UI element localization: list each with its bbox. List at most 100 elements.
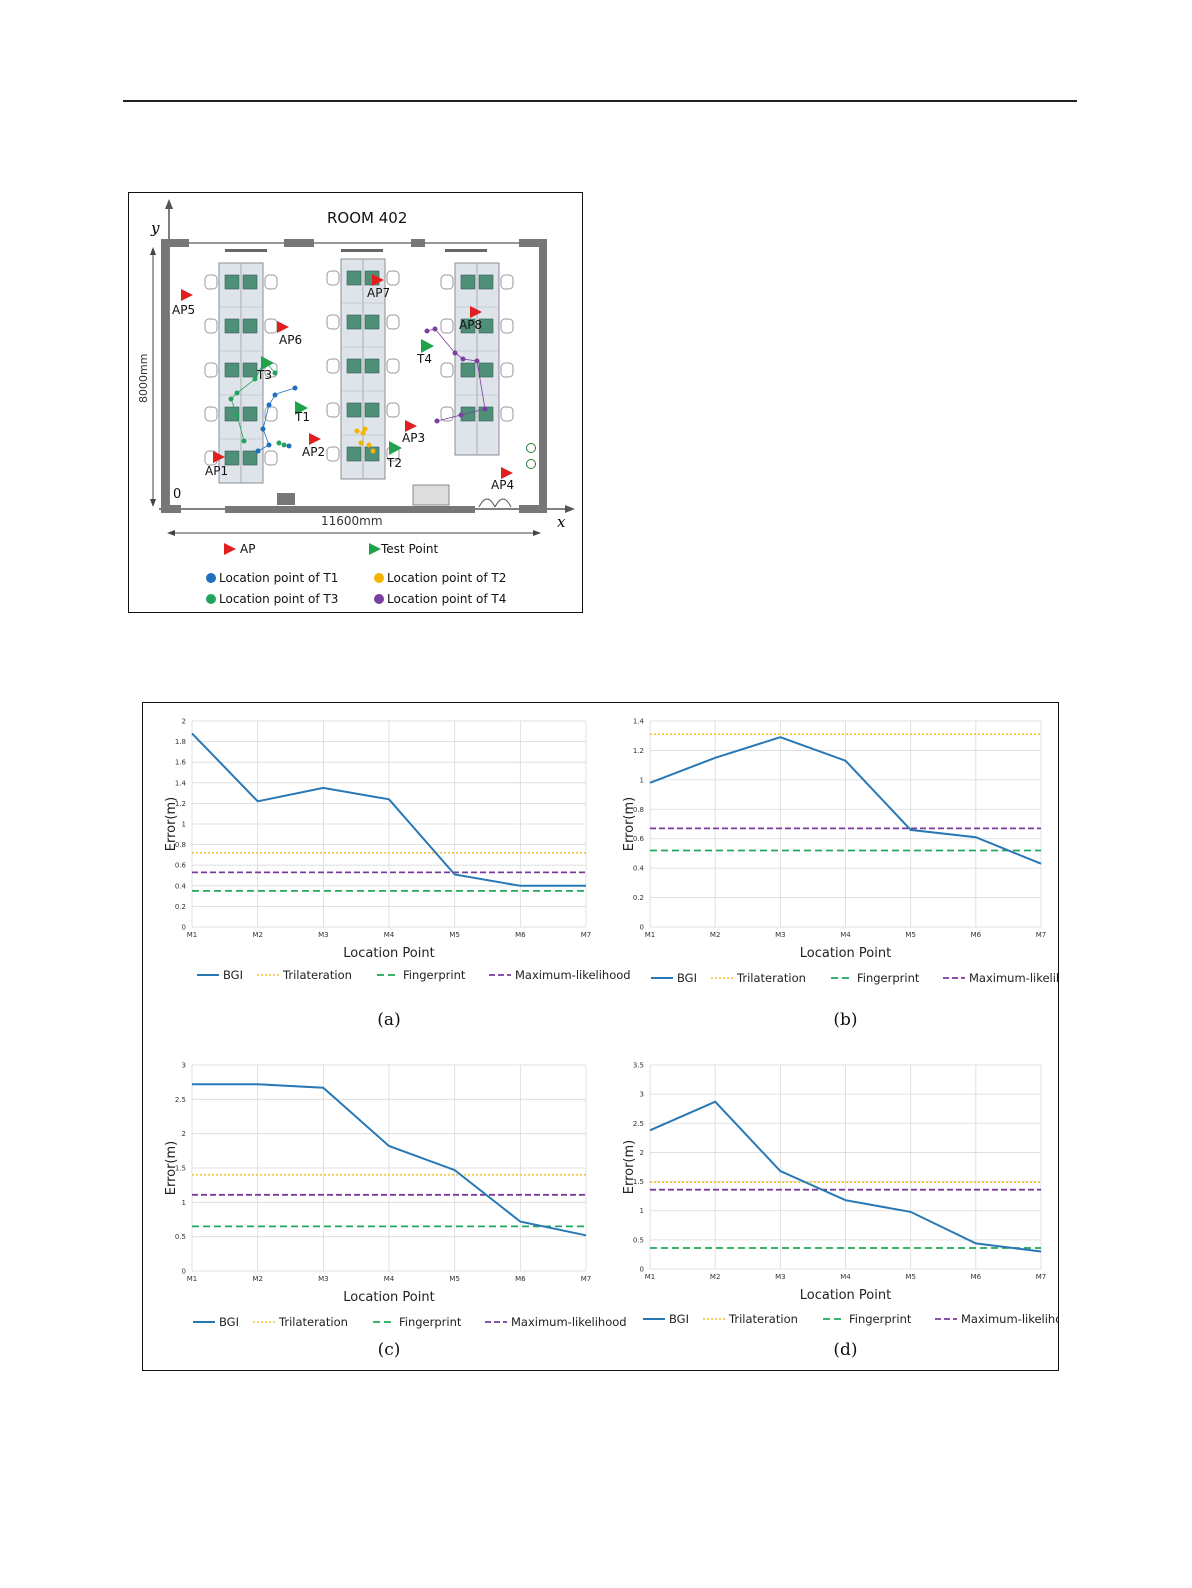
t1-legend-dot — [206, 573, 216, 583]
legend-label-bgi: BGI — [219, 1315, 239, 1329]
x-tick-label: M2 — [252, 1275, 263, 1283]
y-tick-label: 0.5 — [633, 1236, 644, 1244]
monitor — [460, 318, 476, 334]
x-tick-label: M1 — [187, 1275, 198, 1283]
chair — [326, 402, 340, 418]
x-tick-label: M3 — [775, 1273, 786, 1281]
x-tick-label: M5 — [449, 931, 460, 939]
y-axis-title: Error(m) — [164, 797, 179, 852]
legend-label-ml: Maximum-likelihood — [511, 1315, 627, 1329]
chart-legend: BGI Trilateration Fingerprint Maximum-likel… — [651, 971, 1085, 985]
x-tick-label: M6 — [971, 931, 982, 939]
legend-label-fp: Fingerprint — [403, 968, 466, 982]
x-tick-label: M6 — [515, 931, 526, 939]
series-line-bgi — [191, 732, 586, 887]
x-axis-title: Location Point — [800, 946, 891, 961]
series-line-bgi — [192, 1083, 587, 1237]
monitor — [346, 402, 362, 418]
monitor — [346, 270, 362, 286]
ap-label: AP5 — [172, 303, 195, 317]
chart-caption: (a) — [377, 1010, 400, 1030]
desk-rows — [204, 258, 514, 484]
y-axis-arrow — [165, 199, 173, 209]
width-dimension-label: 11600mm — [321, 514, 383, 528]
ap-label: AP4 — [491, 478, 514, 492]
legend-label-fp: Fingerprint — [849, 1312, 912, 1326]
series-line-bgi — [649, 736, 1042, 865]
monitor — [364, 402, 380, 418]
chair — [500, 274, 514, 290]
test-point-label: T3 — [256, 368, 272, 382]
monitor — [478, 274, 494, 290]
chart-panel: 0 0.2 0.4 0.6 0.8 1 1.2 1.4 M1 M2 M3 M4 M5 M6 M7 Error(… — [622, 718, 1085, 1031]
y-tick-label: 2 — [182, 718, 186, 726]
y-axis-label: y — [150, 219, 160, 237]
monitor — [346, 314, 362, 330]
chair — [386, 270, 400, 286]
y-axis-title: Error(m) — [622, 1140, 637, 1195]
chart-panel: 0 0.5 1 1.5 2 2.5 3 M1 M2 M3 M4 M5 M6 M7 Error(m) Locat… — [164, 1062, 627, 1361]
y-tick-label: 3.5 — [633, 1062, 644, 1070]
series-line-bgi — [649, 1100, 1042, 1253]
chart-panel: 0 0.2 0.4 0.6 0.8 1 1.2 1.4 1.6 1.8 2 M1 M2 M3 M4 M5 M6 M… — [164, 718, 631, 1031]
legend-label-bgi: BGI — [677, 971, 697, 985]
y-tick-label: 2.5 — [175, 1096, 186, 1104]
chart-legend: BGI Trilateration Fingerprint Maximum-likel… — [643, 1312, 1077, 1326]
x-tick-label: M1 — [645, 1273, 656, 1281]
chair — [386, 402, 400, 418]
monitor — [224, 318, 240, 334]
chair — [326, 270, 340, 286]
chair — [500, 406, 514, 422]
chair — [326, 446, 340, 462]
t3-legend-dot — [206, 594, 216, 604]
test-point-label: T2 — [386, 456, 402, 470]
monitor — [478, 362, 494, 378]
legend-loc-t2: Location point of T2 — [387, 571, 506, 585]
trace-t4 — [424, 326, 488, 424]
monitor — [364, 446, 380, 462]
chart-panel: 0 0.5 1 1.5 2 2.5 3 3.5 M1 M2 M3 M4 M5 M6 M7 Error(m) Lo… — [622, 1062, 1077, 1361]
x-axis-title: Location Point — [343, 946, 434, 961]
error-charts-figure: 0 0.2 0.4 0.6 0.8 1 1.2 1.4 1.6 1.8 2 M1 M2 M3 M4 M5 M6 M… — [142, 702, 1085, 1371]
y-tick-label: 0 — [182, 1268, 186, 1276]
chair — [326, 314, 340, 330]
chair — [440, 274, 454, 290]
room-floorplan-figure: y x 0 8000mm 11600mm ROOM 402 — [128, 192, 583, 613]
monitor — [242, 362, 258, 378]
y-tick-label: 3 — [182, 1062, 186, 1070]
monitor — [364, 358, 380, 374]
test-point-label: T1 — [294, 410, 310, 424]
fixture-circle — [526, 443, 536, 453]
y-tick-label: 0.4 — [175, 882, 187, 890]
legend-label-bgi: BGI — [669, 1312, 689, 1326]
y-tick-label: 0.4 — [633, 865, 645, 873]
y-tick-label: 0.6 — [633, 835, 645, 843]
x-tick-label: M7 — [581, 1275, 592, 1283]
y-tick-label: 1.8 — [175, 738, 186, 746]
x-tick-label: M4 — [840, 931, 851, 939]
monitor — [460, 362, 476, 378]
y-tick-label: 0 — [640, 924, 644, 932]
x-tick-label: M1 — [187, 931, 198, 939]
y-tick-label: 0 — [640, 1266, 644, 1274]
y-tick-label: 1.2 — [175, 800, 186, 808]
y-axis-title: Error(m) — [164, 1141, 179, 1196]
room-title: ROOM 402 — [327, 209, 407, 227]
y-tick-label: 0.8 — [633, 806, 644, 814]
origin-label: 0 — [173, 487, 181, 502]
monitor — [242, 406, 258, 422]
y-tick-label: 0.5 — [175, 1233, 186, 1241]
x-tick-label: M7 — [581, 931, 592, 939]
legend-loc-t3: Location point of T3 — [219, 592, 338, 606]
ap-label: AP1 — [205, 464, 228, 478]
y-tick-label: 0.2 — [175, 903, 186, 911]
legend-label-tri: Trilateration — [728, 1312, 798, 1326]
y-tick-label: 0.6 — [175, 862, 187, 870]
x-tick-label: M7 — [1036, 931, 1047, 939]
y-tick-label: 1.4 — [633, 718, 645, 726]
monitor — [242, 318, 258, 334]
legend-label-fp: Fingerprint — [399, 1315, 462, 1329]
y-axis-title: Error(m) — [622, 797, 637, 852]
room-legend: AP Test Point Location point of T1 Locat… — [206, 542, 506, 606]
x-tick-label: M5 — [905, 1273, 916, 1281]
